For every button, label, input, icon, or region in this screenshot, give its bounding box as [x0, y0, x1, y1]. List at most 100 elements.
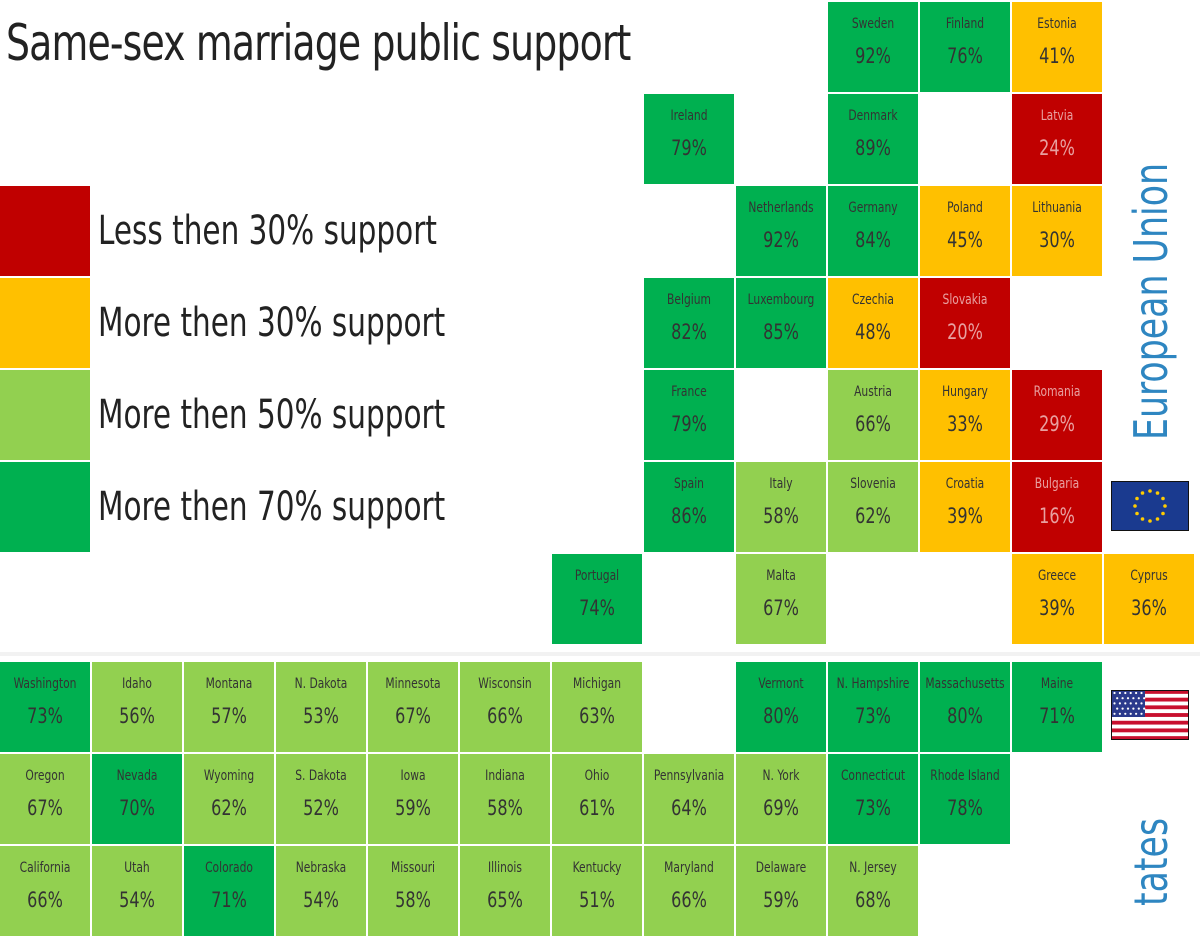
us-star — [1124, 702, 1127, 705]
tile-rhode-island: Rhode Island 78% — [920, 754, 1010, 844]
tile-name: Luxembourg — [747, 292, 815, 308]
tile-name: Massachusetts — [925, 676, 1005, 692]
us-stripe — [1111, 690, 1189, 695]
eu-star — [1133, 504, 1137, 508]
tile-indiana: Indiana 58% — [460, 754, 550, 844]
us-star — [1126, 707, 1130, 710]
us-stripe — [1111, 728, 1189, 733]
tile-germany: Germany 84% — [828, 186, 918, 276]
tile-name: Colorado — [205, 860, 253, 876]
tile-value: 58% — [395, 888, 431, 912]
tile-ireland: Ireland 79% — [644, 94, 734, 184]
tile-sweden: Sweden 92% — [828, 2, 918, 92]
tile-name: N. Dakota — [294, 676, 348, 692]
eu-star — [1163, 504, 1167, 508]
tile-croatia: Croatia 39% — [920, 462, 1010, 552]
tile-name: France — [671, 384, 707, 400]
tile-value: 59% — [763, 888, 799, 912]
eu-star — [1140, 491, 1145, 495]
tile-utah: Utah 54% — [92, 846, 182, 936]
tile-name: Italy — [769, 476, 793, 492]
tile-value: 39% — [1039, 596, 1075, 620]
tile-name: Rhode Island — [930, 768, 1000, 784]
tile-value: 67% — [395, 704, 431, 728]
tile-value: 65% — [487, 888, 523, 912]
us-star — [1121, 697, 1124, 700]
tile-value: 86% — [671, 504, 707, 528]
tile-spain: Spain 86% — [644, 462, 734, 552]
tile-value: 85% — [763, 320, 799, 344]
tile-ohio: Ohio 61% — [552, 754, 642, 844]
tile-slovakia: Slovakia 20% — [920, 278, 1010, 368]
tile-malta: Malta 67% — [736, 554, 826, 644]
tile-name: N. Hampshire — [836, 676, 910, 692]
region-divider — [0, 652, 1200, 656]
tile-idaho: Idaho 56% — [92, 662, 182, 752]
tile-nebraska: Nebraska 54% — [276, 846, 366, 936]
tile-name: Greece — [1037, 568, 1077, 584]
tile-belgium: Belgium 82% — [644, 278, 734, 368]
tile-finland: Finland 76% — [920, 2, 1010, 92]
eu-star — [1148, 519, 1152, 523]
legend-label-over-70: More then 70% support — [98, 484, 446, 530]
tile-value: 70% — [119, 796, 155, 820]
tile-name: Michigan — [572, 676, 621, 692]
eu-region-label: European Union — [1124, 163, 1178, 440]
tile-value: 80% — [947, 704, 983, 728]
tile-name: Nebraska — [295, 860, 347, 876]
tile-pennsylvania: Pennsylvania 64% — [644, 754, 734, 844]
us-star — [1113, 712, 1116, 715]
tile-value: 39% — [947, 504, 983, 528]
us-star — [1132, 697, 1135, 700]
tile-name: Washington — [13, 676, 77, 692]
tile-name: Austria — [854, 384, 892, 400]
us-star — [1137, 707, 1140, 710]
tile-name: Kentucky — [572, 860, 622, 876]
tile-value: 84% — [855, 228, 891, 252]
us-star — [1116, 707, 1119, 710]
tile-name: Oregon — [25, 768, 65, 784]
us-star — [1132, 707, 1135, 710]
us-star — [1129, 691, 1132, 695]
tile-value: 24% — [1039, 136, 1075, 160]
tile-value: 66% — [671, 888, 707, 912]
tile-name: Nevada — [116, 768, 158, 784]
tile-name: N. York — [762, 768, 800, 784]
tile-romania: Romania 29% — [1012, 370, 1102, 460]
tile-maine: Maine 71% — [1012, 662, 1102, 752]
tile-value: 92% — [763, 228, 799, 252]
us-stripe — [1111, 705, 1189, 710]
tile-iowa: Iowa 59% — [368, 754, 458, 844]
tile-n-hampshire: N. Hampshire 73% — [828, 662, 918, 752]
tile-massachusetts: Massachusetts 80% — [920, 662, 1010, 752]
tile-value: 33% — [947, 412, 983, 436]
tile-value: 36% — [1131, 596, 1167, 620]
tile-name: Maine — [1040, 676, 1074, 692]
tile-nevada: Nevada 70% — [92, 754, 182, 844]
tile-name: Sweden — [851, 16, 895, 32]
tile-value: 74% — [579, 596, 615, 620]
tile-bulgaria: Bulgaria 16% — [1012, 462, 1102, 552]
tile-name: Finland — [945, 16, 985, 32]
us-stripe — [1111, 693, 1189, 698]
tile-name: Ohio — [584, 768, 610, 784]
us-star — [1124, 712, 1127, 715]
tile-value: 69% — [763, 796, 799, 820]
us-star — [1118, 691, 1121, 695]
us-star — [1135, 702, 1138, 705]
tile-value: 51% — [579, 888, 615, 912]
tile-lithuania: Lithuania 30% — [1012, 186, 1102, 276]
tile-value: 73% — [27, 704, 63, 728]
tile-value: 66% — [855, 412, 891, 436]
tile-value: 48% — [855, 320, 891, 344]
tile-value: 73% — [855, 704, 891, 728]
us-star — [1113, 691, 1116, 695]
tile-value: 66% — [27, 888, 63, 912]
eu-star — [1161, 496, 1165, 501]
tile-czechia: Czechia 48% — [828, 278, 918, 368]
tile-value: 29% — [1039, 412, 1075, 436]
eu-star — [1140, 517, 1145, 521]
tile-name: Wisconsin — [478, 676, 532, 692]
tile-denmark: Denmark 89% — [828, 94, 918, 184]
tile-name: Spain — [674, 476, 704, 492]
